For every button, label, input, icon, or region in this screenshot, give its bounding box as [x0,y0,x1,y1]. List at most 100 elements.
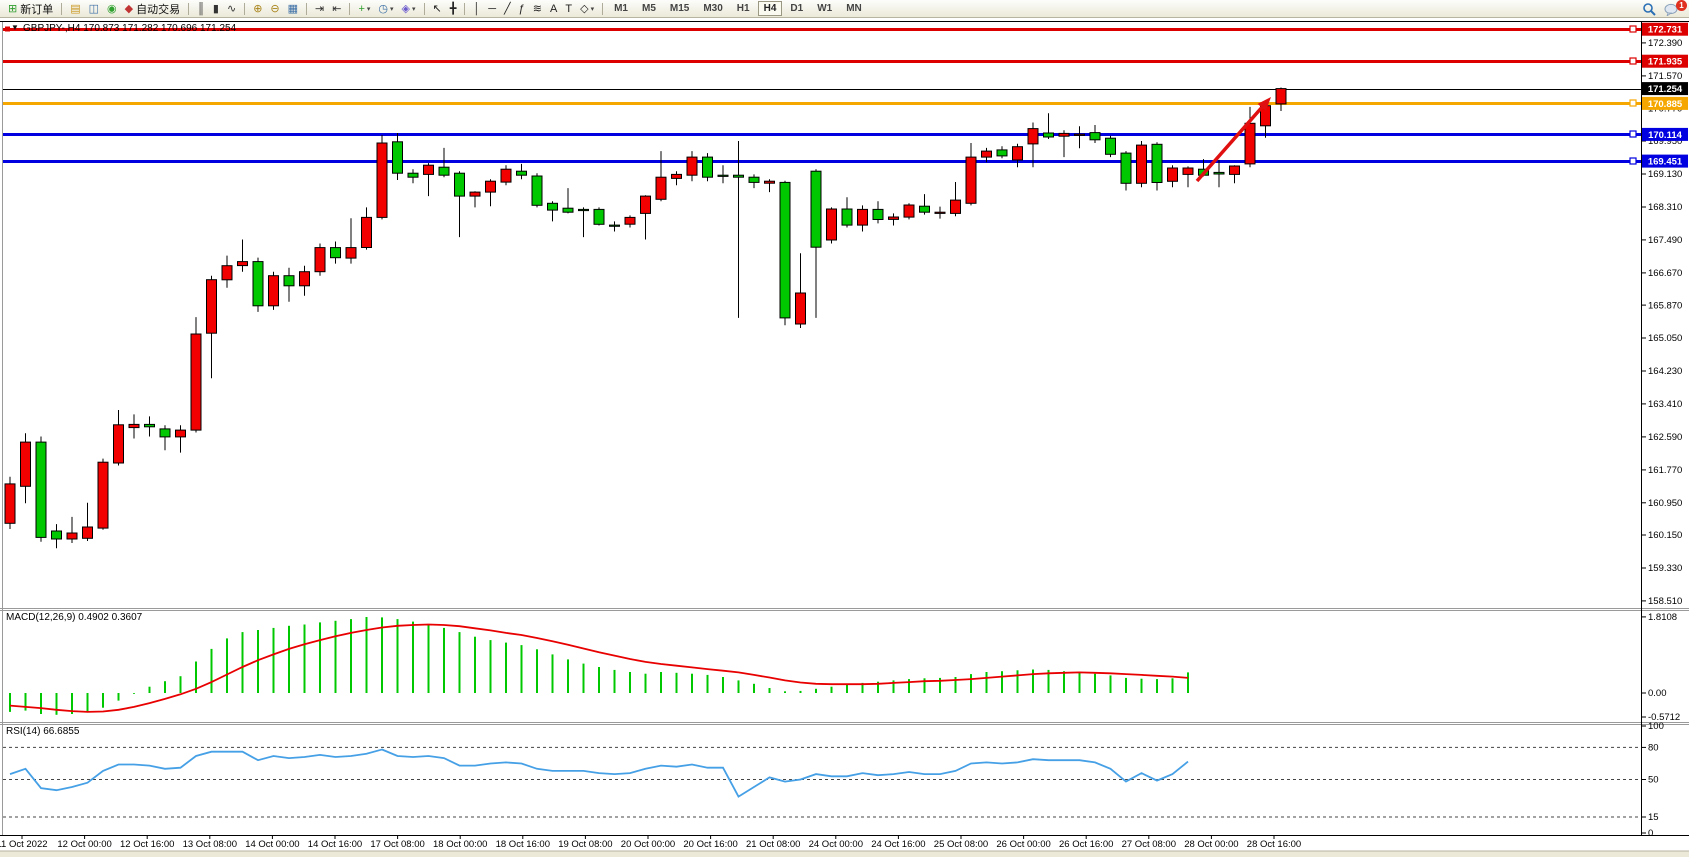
candle [996,149,1008,157]
search-icon[interactable] [1639,1,1659,17]
auto-scroll-icon[interactable]: ⇥ [312,1,327,17]
price-axis[interactable]: 172.390171.570170.770169.950169.130168.3… [1641,21,1688,839]
price-badge: 169.451 [1648,157,1683,168]
candle [376,142,388,218]
timeframe-mn[interactable]: MN [846,3,862,14]
autotrade-button[interactable]: ◆ 自动交易 [122,1,183,17]
date-label: 24 Oct 16:00 [871,839,925,850]
candle [795,292,806,325]
bar-chart-icon-glyph: ║ [197,2,205,15]
timeframe-w1[interactable]: W1 [817,3,833,14]
candle [283,275,295,287]
candle [810,170,822,248]
candle [361,216,372,248]
time-axis[interactable]: 11 Oct 2022 12 Oct 00:00 12 Oct 16:00 13 Oc… [0,835,1301,850]
navigator-icon[interactable]: ◫ [86,1,102,17]
candle [965,156,977,204]
text-icon[interactable]: A [547,1,560,17]
chart-collapse-icon[interactable]: ▼ [11,23,19,32]
hline-handle[interactable] [1629,157,1637,165]
chart-shift-icon[interactable]: ⇤ [329,1,344,17]
shapes-icon[interactable]: ◇ ▾ [577,1,597,17]
candle [144,423,155,428]
hline-handle[interactable] [1629,25,1637,33]
cursor-icon-glyph: ↖ [432,2,442,15]
timeframe-d1[interactable]: D1 [790,3,804,14]
timeframe-m30[interactable]: M30 [703,3,723,14]
candle [407,172,419,178]
candle [1229,165,1240,175]
tile-windows-icon[interactable]: ▦ [285,1,301,17]
date-label: 24 Oct 00:00 [809,839,863,850]
zoom-in-icon-glyph: ⊕ [253,2,263,15]
signals-icon-glyph: ◉ [107,2,117,15]
price-badge: 170.114 [1648,130,1683,141]
candle [4,483,16,524]
hline-handle[interactable] [1629,57,1637,65]
channel-icon[interactable]: ≋ [530,1,545,17]
chart-title: GBPJPY-,H4 170.873 171.282 170.696 171.2… [23,23,237,34]
add-indicator-icon[interactable]: + ▾ [355,1,373,17]
date-label: 21 Oct 08:00 [746,839,800,850]
signals-icon[interactable]: ◉ [104,1,120,17]
zoom-out-icon[interactable]: ⊖ [267,1,282,17]
period-icon[interactable]: ◷ ▾ [375,1,396,17]
candle [593,208,605,225]
candle [903,204,915,218]
price-badge: 171.254 [1648,84,1683,95]
date-label: 14 Oct 00:00 [245,839,299,850]
candle [35,441,47,538]
template-icon[interactable]: ◈ ▾ [399,1,419,17]
shapes-icon-glyph: ◇ [580,2,589,15]
toolbar-separator [306,2,308,15]
zoom-in-icon[interactable]: ⊕ [250,1,265,17]
candle [190,333,202,431]
bar-chart-icon[interactable]: ║ [194,1,208,17]
hline-handle[interactable] [5,26,10,32]
rsi-tick: 100 [1648,721,1664,732]
candle [624,216,636,225]
hline-handle[interactable] [1629,99,1637,107]
timeframe-h1[interactable]: H1 [736,3,750,14]
price-tick: 160.950 [1648,498,1682,509]
fibonacci-icon[interactable]: ƒ [516,1,528,17]
vertical-line-icon-glyph: │ [473,2,481,15]
toolbar-buttons: ⊞ 新订单 ▤ ◫ ◉ ◆ 自动交易 ║ ▮ ∿ ⊕ ⊖ ▦ ⇥ ⇤ + ▾ ◷ ▾ ◈ ▾ ↖ ╋ │ ─ ╱ ƒ ≋ A T ◇ ▾ [4,0,607,17]
trendline-icon-glyph: ╱ [504,2,511,15]
candle [252,261,264,307]
rsi-tick: 0 [1648,828,1653,839]
trend-arrow[interactable] [1195,97,1271,183]
new-order-button[interactable]: ⊞ 新订单 [5,1,56,17]
date-label: 25 Oct 08:00 [934,839,988,850]
vertical-line-icon[interactable]: │ [470,1,483,17]
rsi-indicator-label: RSI(14) 66.6855 [6,726,80,737]
horizontal-line-icon[interactable]: ─ [485,1,499,17]
text-label-icon-glyph: T [565,2,573,15]
cursor-icon[interactable]: ↖ [430,1,445,17]
candle [221,265,233,281]
toolbar-separator [188,2,190,15]
timeframe-m1[interactable]: M1 [614,3,628,14]
text-label-icon[interactable]: T [562,1,575,17]
candle [702,156,713,178]
candlestick-chart-icon[interactable]: ▮ [210,1,222,17]
candle [841,208,853,226]
price-tick: 169.950 [1648,136,1682,147]
panel-separators[interactable] [0,608,1689,836]
trendline-icon[interactable]: ╱ [501,1,514,17]
horizontal-lines[interactable] [3,25,1641,165]
candle [826,208,837,241]
timeframe-m15[interactable]: M15 [669,3,690,14]
market-watch-icon[interactable]: ▤ [67,1,83,17]
price-badge: 170.885 [1648,99,1683,110]
navigator-icon-glyph: ◫ [88,2,100,15]
crosshair-icon[interactable]: ╋ [447,1,460,17]
autotrade-button-label: 自动交易 [136,3,181,16]
date-label: 19 Oct 08:00 [558,839,612,850]
line-chart-icon[interactable]: ∿ [224,1,239,17]
timeframe-m5[interactable]: M5 [641,3,656,14]
timeframe-h4[interactable]: H4 [757,1,783,16]
notifications-button[interactable]: 1 [1661,0,1687,17]
hline-handle[interactable] [1629,130,1637,138]
